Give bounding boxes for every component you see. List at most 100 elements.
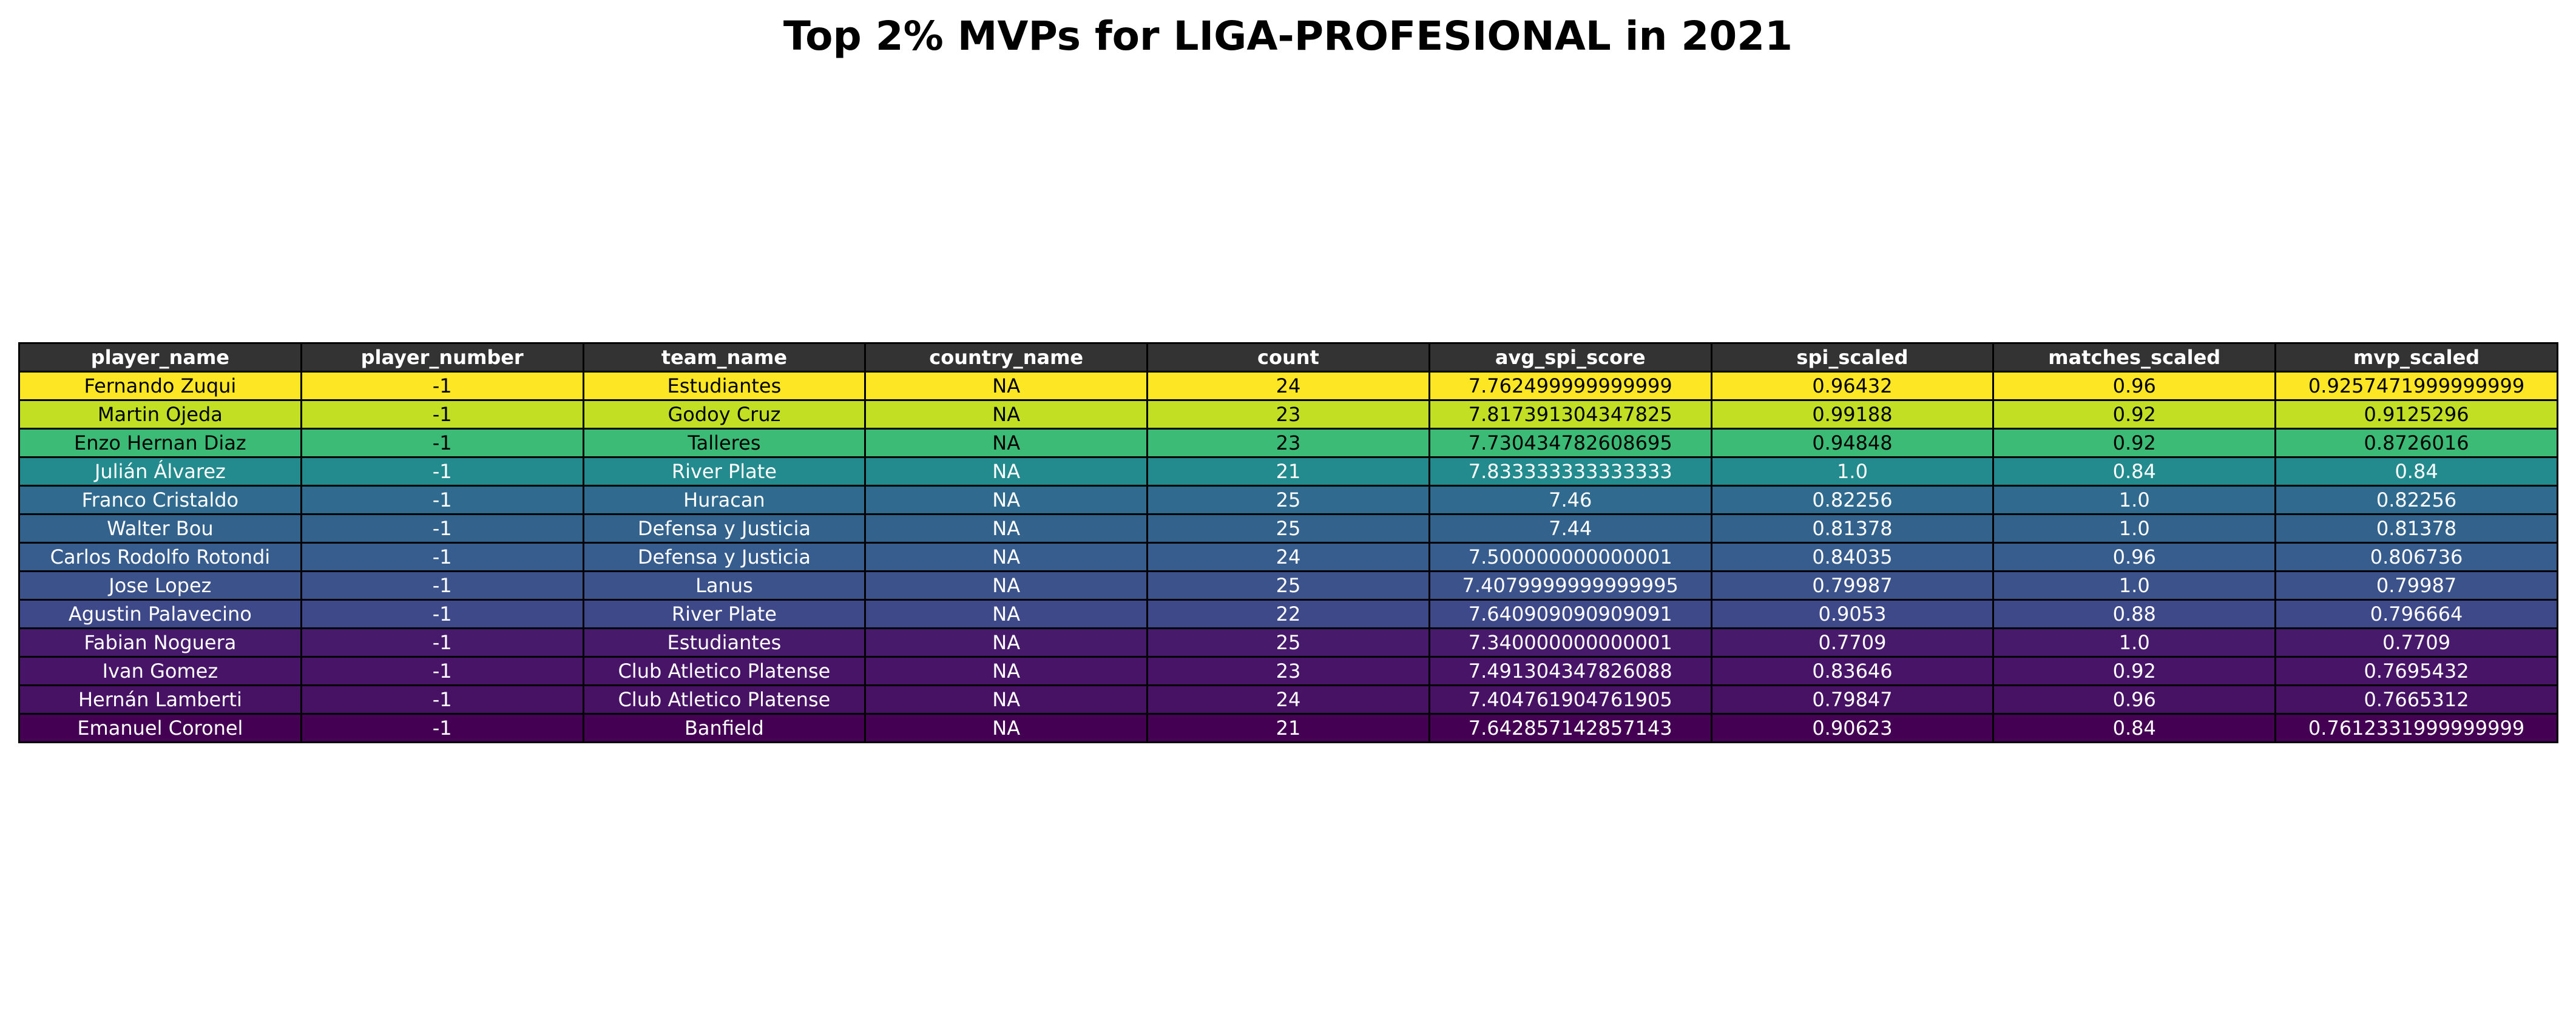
table-row: Walter Bou -1 Defensa y Justicia NA 25 7.44 0.…	[18, 513, 2558, 544]
table-cell-country-name: NA	[864, 542, 1149, 572]
table-cell-player-number: -1	[300, 399, 584, 430]
table-cell-player-number: -1	[300, 371, 584, 401]
table-cell-country-name: NA	[864, 627, 1149, 658]
table-cell-mvp-scaled: 0.7665312	[2274, 684, 2558, 715]
table-cell-matches-scaled: 1.0	[1992, 513, 2277, 544]
table-cell-team-name: Huracan	[582, 485, 867, 515]
table-cell-count: 21	[1146, 713, 1430, 743]
table-cell-mvp-scaled: 0.7612331999999999	[2274, 713, 2558, 743]
table-cell-spi-scaled: 0.83646	[1710, 656, 1995, 686]
table-cell-avg-spi-score: 7.833333333333333	[1428, 456, 1712, 487]
table-cell-player-number: -1	[300, 513, 584, 544]
table-cell-player-name: Jose Lopez	[18, 570, 302, 601]
table-cell-mvp-scaled: 0.7709	[2274, 627, 2558, 658]
table-row: Hernán Lamberti -1 Club Atletico Platense N…	[18, 684, 2558, 715]
column-header-spi-scaled: spi_scaled	[1710, 342, 1995, 373]
table-cell-player-name: Martin Ojeda	[18, 399, 302, 430]
table-cell-player-number: -1	[300, 684, 584, 715]
table-cell-matches-scaled: 0.84	[1992, 456, 2277, 487]
table-cell-count: 22	[1146, 599, 1430, 629]
table-cell-count: 23	[1146, 399, 1430, 430]
table-cell-player-number: -1	[300, 627, 584, 658]
table-cell-matches-scaled: 1.0	[1992, 485, 2277, 515]
table-cell-avg-spi-score: 7.730434782608695	[1428, 428, 1712, 458]
table-cell-count: 23	[1146, 428, 1430, 458]
table-cell-matches-scaled: 0.88	[1992, 599, 2277, 629]
table-cell-country-name: NA	[864, 570, 1149, 601]
table-cell-country-name: NA	[864, 684, 1149, 715]
table-cell-spi-scaled: 0.7709	[1710, 627, 1995, 658]
table-cell-spi-scaled: 0.81378	[1710, 513, 1995, 544]
table-cell-avg-spi-score: 7.640909090909091	[1428, 599, 1712, 629]
mvp-table-container: player_name player_number team_name country…	[18, 342, 2558, 743]
table-cell-player-name: Ivan Gomez	[18, 656, 302, 686]
table-cell-team-name: Estudiantes	[582, 371, 867, 401]
table-cell-count: 25	[1146, 485, 1430, 515]
table-body: Fernando Zuqui -1 Estudiantes NA 24 7.7624999…	[18, 371, 2558, 743]
table-row: Enzo Hernan Diaz -1 Talleres NA 23 7.73043478…	[18, 428, 2558, 458]
table-cell-spi-scaled: 0.79847	[1710, 684, 1995, 715]
table-cell-matches-scaled: 0.96	[1992, 542, 2277, 572]
table-cell-avg-spi-score: 7.44	[1428, 513, 1712, 544]
table-cell-player-name: Walter Bou	[18, 513, 302, 544]
column-header-avg-spi-score: avg_spi_score	[1428, 342, 1712, 373]
table-row: Ivan Gomez -1 Club Atletico Platense NA 23 7.…	[18, 656, 2558, 686]
table-cell-spi-scaled: 0.79987	[1710, 570, 1995, 601]
table-cell-team-name: Lanus	[582, 570, 867, 601]
table-header: player_name player_number team_name country…	[18, 342, 2558, 373]
table-cell-country-name: NA	[864, 428, 1149, 458]
table-cell-count: 23	[1146, 656, 1430, 686]
table-cell-country-name: NA	[864, 371, 1149, 401]
table-cell-mvp-scaled: 0.7695432	[2274, 656, 2558, 686]
table-cell-player-number: -1	[300, 599, 584, 629]
table-cell-matches-scaled: 0.92	[1992, 656, 2277, 686]
table-row: Martin Ojeda -1 Godoy Cruz NA 23 7.8173913043…	[18, 399, 2558, 430]
table-cell-mvp-scaled: 0.84	[2274, 456, 2558, 487]
table-cell-mvp-scaled: 0.9257471999999999	[2274, 371, 2558, 401]
table-cell-player-number: -1	[300, 570, 584, 601]
column-header-player-name: player_name	[18, 342, 302, 373]
table-cell-mvp-scaled: 0.806736	[2274, 542, 2558, 572]
table-cell-country-name: NA	[864, 456, 1149, 487]
mvp-table: player_name player_number team_name country…	[18, 342, 2558, 743]
column-header-matches-scaled: matches_scaled	[1992, 342, 2277, 373]
table-cell-player-name: Fabian Noguera	[18, 627, 302, 658]
table-cell-country-name: NA	[864, 599, 1149, 629]
column-header-mvp-scaled: mvp_scaled	[2274, 342, 2558, 373]
table-cell-avg-spi-score: 7.404761904761905	[1428, 684, 1712, 715]
table-cell-matches-scaled: 0.92	[1992, 399, 2277, 430]
column-header-team-name: team_name	[582, 342, 867, 373]
table-cell-matches-scaled: 0.96	[1992, 371, 2277, 401]
table-row: Jose Lopez -1 Lanus NA 25 7.4079999999999995 0…	[18, 570, 2558, 601]
table-cell-mvp-scaled: 0.81378	[2274, 513, 2558, 544]
table-cell-matches-scaled: 1.0	[1992, 570, 2277, 601]
table-cell-matches-scaled: 0.84	[1992, 713, 2277, 743]
table-cell-player-name: Julián Álvarez	[18, 456, 302, 487]
table-cell-mvp-scaled: 0.82256	[2274, 485, 2558, 515]
table-cell-count: 24	[1146, 371, 1430, 401]
column-header-player-number: player_number	[300, 342, 584, 373]
table-cell-avg-spi-score: 7.500000000000001	[1428, 542, 1712, 572]
table-cell-player-name: Hernán Lamberti	[18, 684, 302, 715]
table-cell-team-name: Club Atletico Platense	[582, 656, 867, 686]
table-cell-count: 25	[1146, 513, 1430, 544]
table-cell-player-number: -1	[300, 485, 584, 515]
table-cell-count: 21	[1146, 456, 1430, 487]
table-row: Julián Álvarez -1 River Plate NA 21 7.8333333…	[18, 456, 2558, 487]
table-cell-mvp-scaled: 0.9125296	[2274, 399, 2558, 430]
table-cell-team-name: River Plate	[582, 599, 867, 629]
table-cell-country-name: NA	[864, 513, 1149, 544]
table-cell-spi-scaled: 0.96432	[1710, 371, 1995, 401]
table-cell-team-name: Godoy Cruz	[582, 399, 867, 430]
table-cell-player-number: -1	[300, 656, 584, 686]
table-cell-team-name: River Plate	[582, 456, 867, 487]
table-cell-matches-scaled: 0.92	[1992, 428, 2277, 458]
table-cell-team-name: Defensa y Justicia	[582, 542, 867, 572]
table-cell-team-name: Estudiantes	[582, 627, 867, 658]
chart-title: Top 2% MVPs for LIGA-PROFESIONAL in 2021	[783, 13, 1793, 59]
column-header-count: count	[1146, 342, 1430, 373]
table-row: Franco Cristaldo -1 Huracan NA 25 7.46 0.82256…	[18, 485, 2558, 515]
table-cell-player-number: -1	[300, 542, 584, 572]
table-cell-count: 24	[1146, 684, 1430, 715]
table-cell-count: 24	[1146, 542, 1430, 572]
